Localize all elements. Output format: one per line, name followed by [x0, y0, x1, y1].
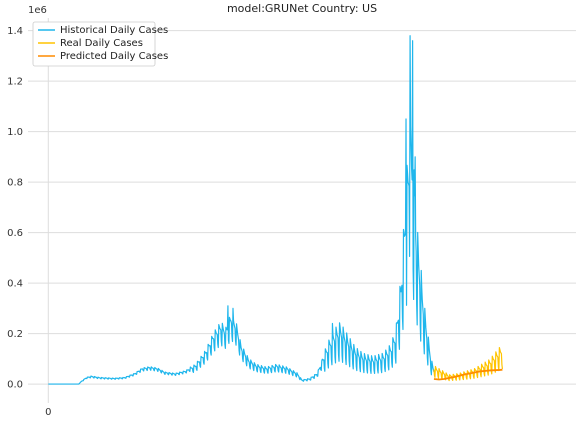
x-tick-labels: 0 [45, 407, 51, 418]
legend-predicted-label: Predicted Daily Cases [60, 51, 168, 62]
y-tick-label: 1.4 [7, 26, 23, 37]
legend-historical-label: Historical Daily Cases [60, 25, 168, 36]
y-tick-label: 1.2 [7, 77, 23, 88]
y-tick-label: 1.0 [7, 127, 23, 138]
series-group [48, 35, 504, 385]
y-tick-label: 0.2 [7, 329, 23, 340]
legend-box [32, 21, 156, 67]
y-tick-label: 0.0 [7, 380, 23, 391]
plot-area [28, 18, 576, 403]
y-tick-label: 0.4 [7, 279, 23, 290]
chart-title: model:GRUNet Country: US [227, 2, 377, 15]
predicted-series-line [433, 368, 503, 381]
y-tick-label: 0.8 [7, 178, 23, 189]
y-offset-label: 1e6 [28, 5, 47, 16]
x-tick-label: 0 [45, 407, 51, 418]
legend: Historical Daily Cases Real Daily Cases … [32, 21, 168, 67]
historical-series-line [48, 35, 435, 385]
y-tick-label: 0.6 [7, 228, 23, 239]
grid [28, 18, 576, 403]
y-tick-labels: 0.0 0.2 0.4 0.6 0.8 1.0 1.2 1.4 [7, 26, 23, 390]
legend-real-label: Real Daily Cases [60, 38, 143, 49]
